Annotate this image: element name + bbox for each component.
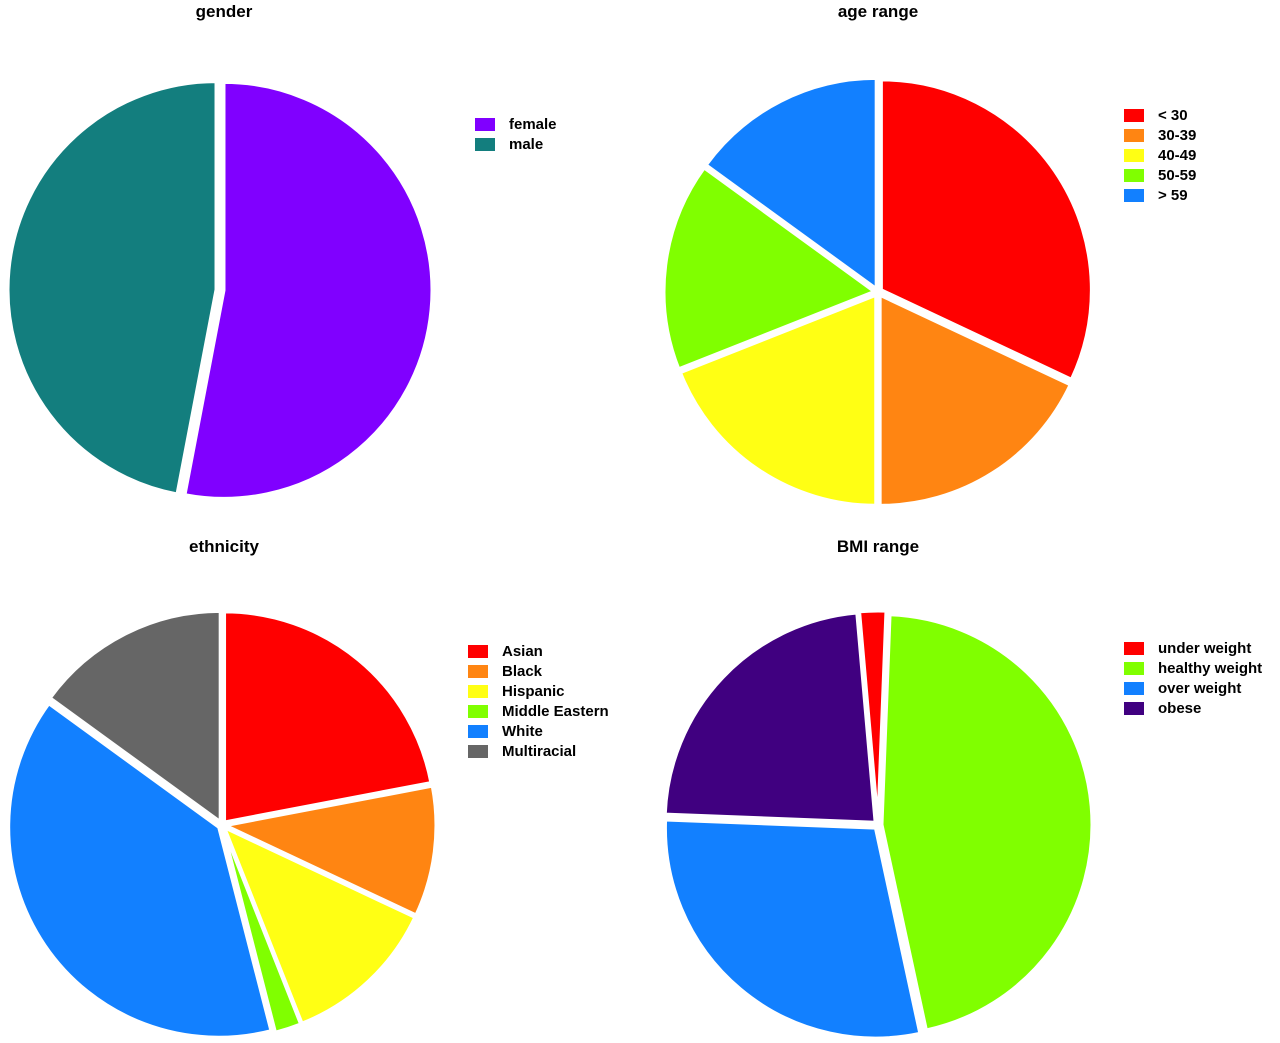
legend-swatch [468, 744, 488, 758]
legend-item-obese: obese [1124, 698, 1262, 718]
legend-swatch [1124, 641, 1144, 655]
legend-item-female: female [475, 114, 557, 134]
legend-item-hispanic: Hispanic [468, 681, 609, 701]
pie-slice-obese [663, 611, 877, 824]
pie-slice-male [6, 80, 218, 496]
legend-label: White [502, 722, 543, 740]
legend-swatch [468, 724, 488, 738]
legend-label: 40-49 [1158, 146, 1197, 164]
legend-swatch [475, 137, 495, 151]
legend-swatch [475, 117, 495, 131]
pie-slice-female [183, 80, 434, 500]
legend-swatch [1124, 108, 1144, 122]
pie-slice-under-weight [857, 609, 888, 822]
legend-item-59: > 59 [1124, 185, 1196, 205]
legend-swatch [1124, 148, 1144, 162]
legend-ethnicity: Asian Black Hispanic Middle Eastern White Mul… [468, 641, 609, 761]
pie-slice-hispanic [221, 824, 417, 1026]
legend-label: obese [1158, 699, 1202, 717]
legend-item-black: Black [468, 661, 609, 681]
legend-item-middle-eastern: Middle Eastern [468, 701, 609, 721]
legend-age-range: < 30 30-39 40-49 50-59 > 59 [1124, 105, 1196, 205]
pie-slice-asian [223, 610, 433, 824]
legend-swatch [1124, 128, 1144, 142]
pie-slice-59 [704, 76, 878, 292]
chart-title-age-range: age range [837, 2, 919, 21]
legend-bmi-range: under weight healthy weight over weight obe… [1124, 638, 1262, 718]
pie-slice-30 [879, 78, 1093, 382]
legend-item-asian: Asian [468, 641, 609, 661]
pie-slice-40-49 [678, 293, 878, 507]
legend-label: female [509, 115, 557, 133]
legend-label: Middle Eastern [502, 702, 609, 720]
legend-label: 30-39 [1158, 126, 1197, 144]
legend-swatch [468, 684, 488, 698]
legend-label: 50-59 [1158, 166, 1197, 184]
legend-item-white: White [468, 721, 609, 741]
pie-slice-30-39 [878, 293, 1073, 507]
legend-item-under-weight: under weight [1124, 638, 1262, 658]
legend-label: male [509, 135, 544, 153]
legend-item-male: male [475, 134, 557, 154]
legend-gender: female male [475, 114, 557, 154]
pie-slice-middle-eastern [221, 828, 303, 1035]
legend-item-30-39: 30-39 [1124, 125, 1196, 145]
chart-title-bmi-range: BMI range [836, 537, 920, 556]
legend-item-50-59: 50-59 [1124, 165, 1196, 185]
pie-slice-white [7, 701, 273, 1039]
legend-item-30: < 30 [1124, 105, 1196, 125]
legend-swatch [468, 644, 488, 658]
legend-item-over-weight: over weight [1124, 678, 1262, 698]
legend-swatch [468, 704, 488, 718]
legend-swatch [1124, 661, 1144, 675]
legend-label: > 59 [1158, 186, 1188, 204]
legend-swatch [1124, 188, 1144, 202]
legend-swatch [1124, 168, 1144, 182]
pie-slice-black [221, 784, 438, 917]
legend-item-multiracial: Multiracial [468, 741, 609, 761]
legend-item-healthy-weight: healthy weight [1124, 658, 1262, 678]
legend-label: Black [502, 662, 543, 680]
pie-slice-multiracial [48, 609, 222, 825]
legend-label: over weight [1158, 679, 1242, 697]
pie-slice-over-weight [663, 818, 922, 1040]
pie-slice-healthy-weight [880, 613, 1094, 1032]
legend-swatch [1124, 681, 1144, 695]
legend-item-40-49: 40-49 [1124, 145, 1196, 165]
pie-slice-50-59 [662, 165, 878, 371]
chart-title-ethnicity: ethnicity [189, 537, 259, 556]
legend-label: Multiracial [502, 742, 577, 760]
legend-label: healthy weight [1158, 659, 1263, 677]
chart-title-gender: gender [195, 2, 253, 21]
legend-label: under weight [1158, 639, 1252, 657]
legend-label: Hispanic [502, 682, 565, 700]
legend-swatch [1124, 701, 1144, 715]
legend-swatch [468, 664, 488, 678]
legend-label: Asian [502, 642, 543, 660]
legend-label: < 30 [1158, 106, 1188, 124]
